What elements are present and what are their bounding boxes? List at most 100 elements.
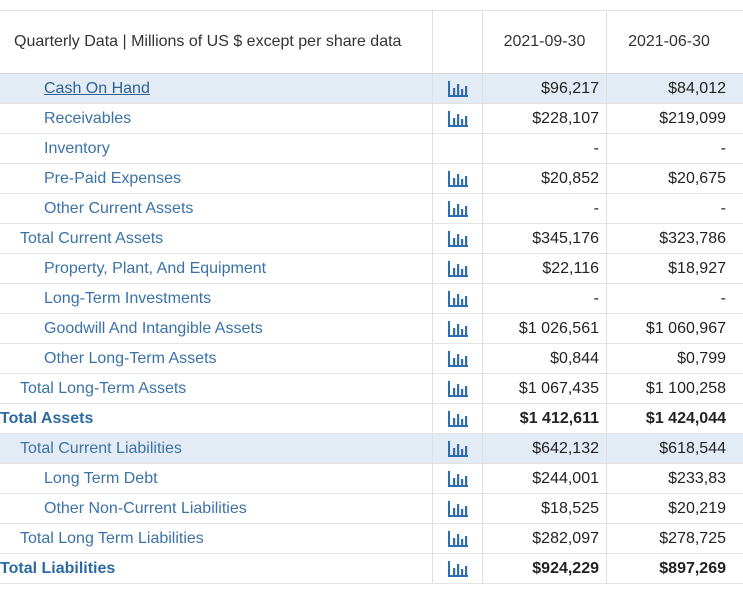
row-label[interactable]: Total Current Assets — [0, 224, 433, 253]
bar-chart-icon[interactable] — [433, 284, 483, 313]
table-row: Cash On Hand $96,217 $84,012 — [0, 74, 743, 104]
bar-chart-icon[interactable] — [433, 494, 483, 523]
value-cell: $323,786 — [659, 229, 726, 247]
table-row: Receivables $228,107 $219,099 — [0, 104, 743, 134]
row-label-text[interactable]: Total Long-Term Assets — [20, 379, 187, 397]
row-label-text[interactable]: Total Current Assets — [20, 229, 164, 247]
row-label[interactable]: Other Long-Term Assets — [0, 344, 433, 373]
bar-chart-icon[interactable] — [433, 104, 483, 133]
row-label-text[interactable]: Total Long Term Liabilities — [20, 529, 204, 547]
row-label[interactable]: Total Current Liabilities — [0, 434, 433, 463]
table-row: Total Long-Term Assets $1 067,435 $1 100,2… — [0, 374, 743, 404]
value-cell: $0,799 — [677, 349, 726, 367]
bar-chart-icon[interactable] — [433, 164, 483, 193]
table-row: Pre-Paid Expenses $20,852 $20,675 — [0, 164, 743, 194]
table-row: Total Current Liabilities $642,132 $618,54… — [0, 434, 743, 464]
row-label-text[interactable]: Receivables — [44, 109, 132, 127]
bar-chart-icon[interactable] — [433, 464, 483, 493]
row-label[interactable]: Total Long-Term Assets — [0, 374, 433, 403]
row-label-text[interactable]: Other Non-Current Liabilities — [44, 499, 247, 517]
bar-chart-icon[interactable] — [433, 344, 483, 373]
financial-table: Quarterly Data | Millions of US $ except… — [0, 10, 743, 584]
value-cell: $233,83 — [668, 469, 726, 487]
bar-chart-icon[interactable] — [433, 374, 483, 403]
row-label-text[interactable]: Cash On Hand — [44, 79, 150, 97]
bar-chart-icon[interactable] — [433, 224, 483, 253]
row-label-text[interactable]: Total Current Liabilities — [20, 439, 182, 457]
value-cell: $20,675 — [668, 169, 726, 187]
table-row: Property, Plant, And Equipment $22,116 $18… — [0, 254, 743, 284]
row-label[interactable]: Receivables — [0, 104, 433, 133]
value-cell: $1 026,561 — [483, 314, 607, 343]
table-row: Total Assets $1 412,611 $1 424,044 — [0, 404, 743, 434]
row-label[interactable]: Total Liabilities — [0, 554, 433, 583]
value-cell: $228,107 — [483, 104, 607, 133]
chart-column-header — [433, 11, 483, 73]
table-row: Goodwill And Intangible Assets $1 026,561… — [0, 314, 743, 344]
bar-chart-icon[interactable] — [433, 74, 483, 103]
value-cell: $924,229 — [483, 554, 607, 583]
value-cell: $20,219 — [668, 499, 726, 517]
row-label-text[interactable]: Inventory — [44, 139, 110, 157]
row-label[interactable]: Pre-Paid Expenses — [0, 164, 433, 193]
table-row: Total Current Assets $345,176 $323,786 — [0, 224, 743, 254]
row-label[interactable]: Long Term Debt — [0, 464, 433, 493]
bar-chart-icon[interactable] — [433, 524, 483, 553]
value-cell: $96,217 — [483, 74, 607, 103]
row-label[interactable]: Other Current Assets — [0, 194, 433, 223]
value-cell: $84,012 — [668, 79, 726, 97]
row-label[interactable]: Cash On Hand — [0, 74, 433, 103]
value-cell: $1 100,258 — [645, 379, 726, 397]
table-row: Long Term Debt $244,001 $233,83 — [0, 464, 743, 494]
table-row: Other Current Assets - - — [0, 194, 743, 224]
row-label-text[interactable]: Total Assets — [0, 409, 94, 427]
table-header: Quarterly Data | Millions of US $ except… — [0, 10, 743, 74]
bar-chart-icon[interactable] — [433, 404, 483, 433]
value-cell: - — [483, 134, 607, 163]
value-cell: $18,927 — [668, 259, 726, 277]
row-label-text[interactable]: Total Liabilities — [0, 559, 116, 577]
bar-chart-icon[interactable] — [433, 554, 483, 583]
value-cell: $244,001 — [483, 464, 607, 493]
value-cell: $1 412,611 — [483, 404, 607, 433]
bar-chart-icon[interactable] — [433, 194, 483, 223]
row-label-text[interactable]: Long Term Debt — [44, 469, 158, 487]
value-cell: $22,116 — [483, 254, 607, 283]
row-label[interactable]: Other Non-Current Liabilities — [0, 494, 433, 523]
row-label-text[interactable]: Goodwill And Intangible Assets — [44, 319, 263, 337]
table-row: Total Long Term Liabilities $282,097 $278,… — [0, 524, 743, 554]
value-cell: $20,852 — [483, 164, 607, 193]
bar-chart-icon[interactable] — [433, 314, 483, 343]
row-label[interactable]: Total Assets — [0, 404, 433, 433]
value-cell: $618,544 — [659, 439, 726, 457]
value-cell: - — [483, 284, 607, 313]
table-row: Long-Term Investments - - — [0, 284, 743, 314]
row-label[interactable]: Inventory — [0, 134, 433, 163]
row-label[interactable]: Long-Term Investments — [0, 284, 433, 313]
value-cell: $345,176 — [483, 224, 607, 253]
column-date-1[interactable]: 2021-09-30 — [483, 11, 607, 73]
value-cell: $1 060,967 — [645, 319, 726, 337]
table-row: Other Non-Current Liabilities $18,525 $20,… — [0, 494, 743, 524]
value-cell: $282,097 — [483, 524, 607, 553]
table-row: Total Liabilities $924,229 $897,269 — [0, 554, 743, 584]
value-cell: $642,132 — [483, 434, 607, 463]
value-cell: $18,525 — [483, 494, 607, 523]
row-label-text[interactable]: Other Current Assets — [44, 199, 194, 217]
row-label-text[interactable]: Long-Term Investments — [44, 289, 212, 307]
row-label-text[interactable]: Property, Plant, And Equipment — [44, 259, 267, 277]
bar-chart-icon[interactable] — [433, 254, 483, 283]
bar-chart-icon[interactable] — [433, 434, 483, 463]
row-label-text[interactable]: Other Long-Term Assets — [44, 349, 217, 367]
value-cell: $1 424,044 — [645, 409, 726, 427]
value-cell: - — [720, 139, 726, 157]
value-cell: - — [483, 194, 607, 223]
row-label-text[interactable]: Pre-Paid Expenses — [44, 169, 181, 187]
value-cell: $219,099 — [659, 109, 726, 127]
row-label[interactable]: Total Long Term Liabilities — [0, 524, 433, 553]
value-cell: $897,269 — [659, 559, 726, 577]
value-cell: - — [720, 199, 726, 217]
row-label[interactable]: Property, Plant, And Equipment — [0, 254, 433, 283]
column-date-2[interactable]: 2021-06-30 — [628, 33, 710, 50]
row-label[interactable]: Goodwill And Intangible Assets — [0, 314, 433, 343]
